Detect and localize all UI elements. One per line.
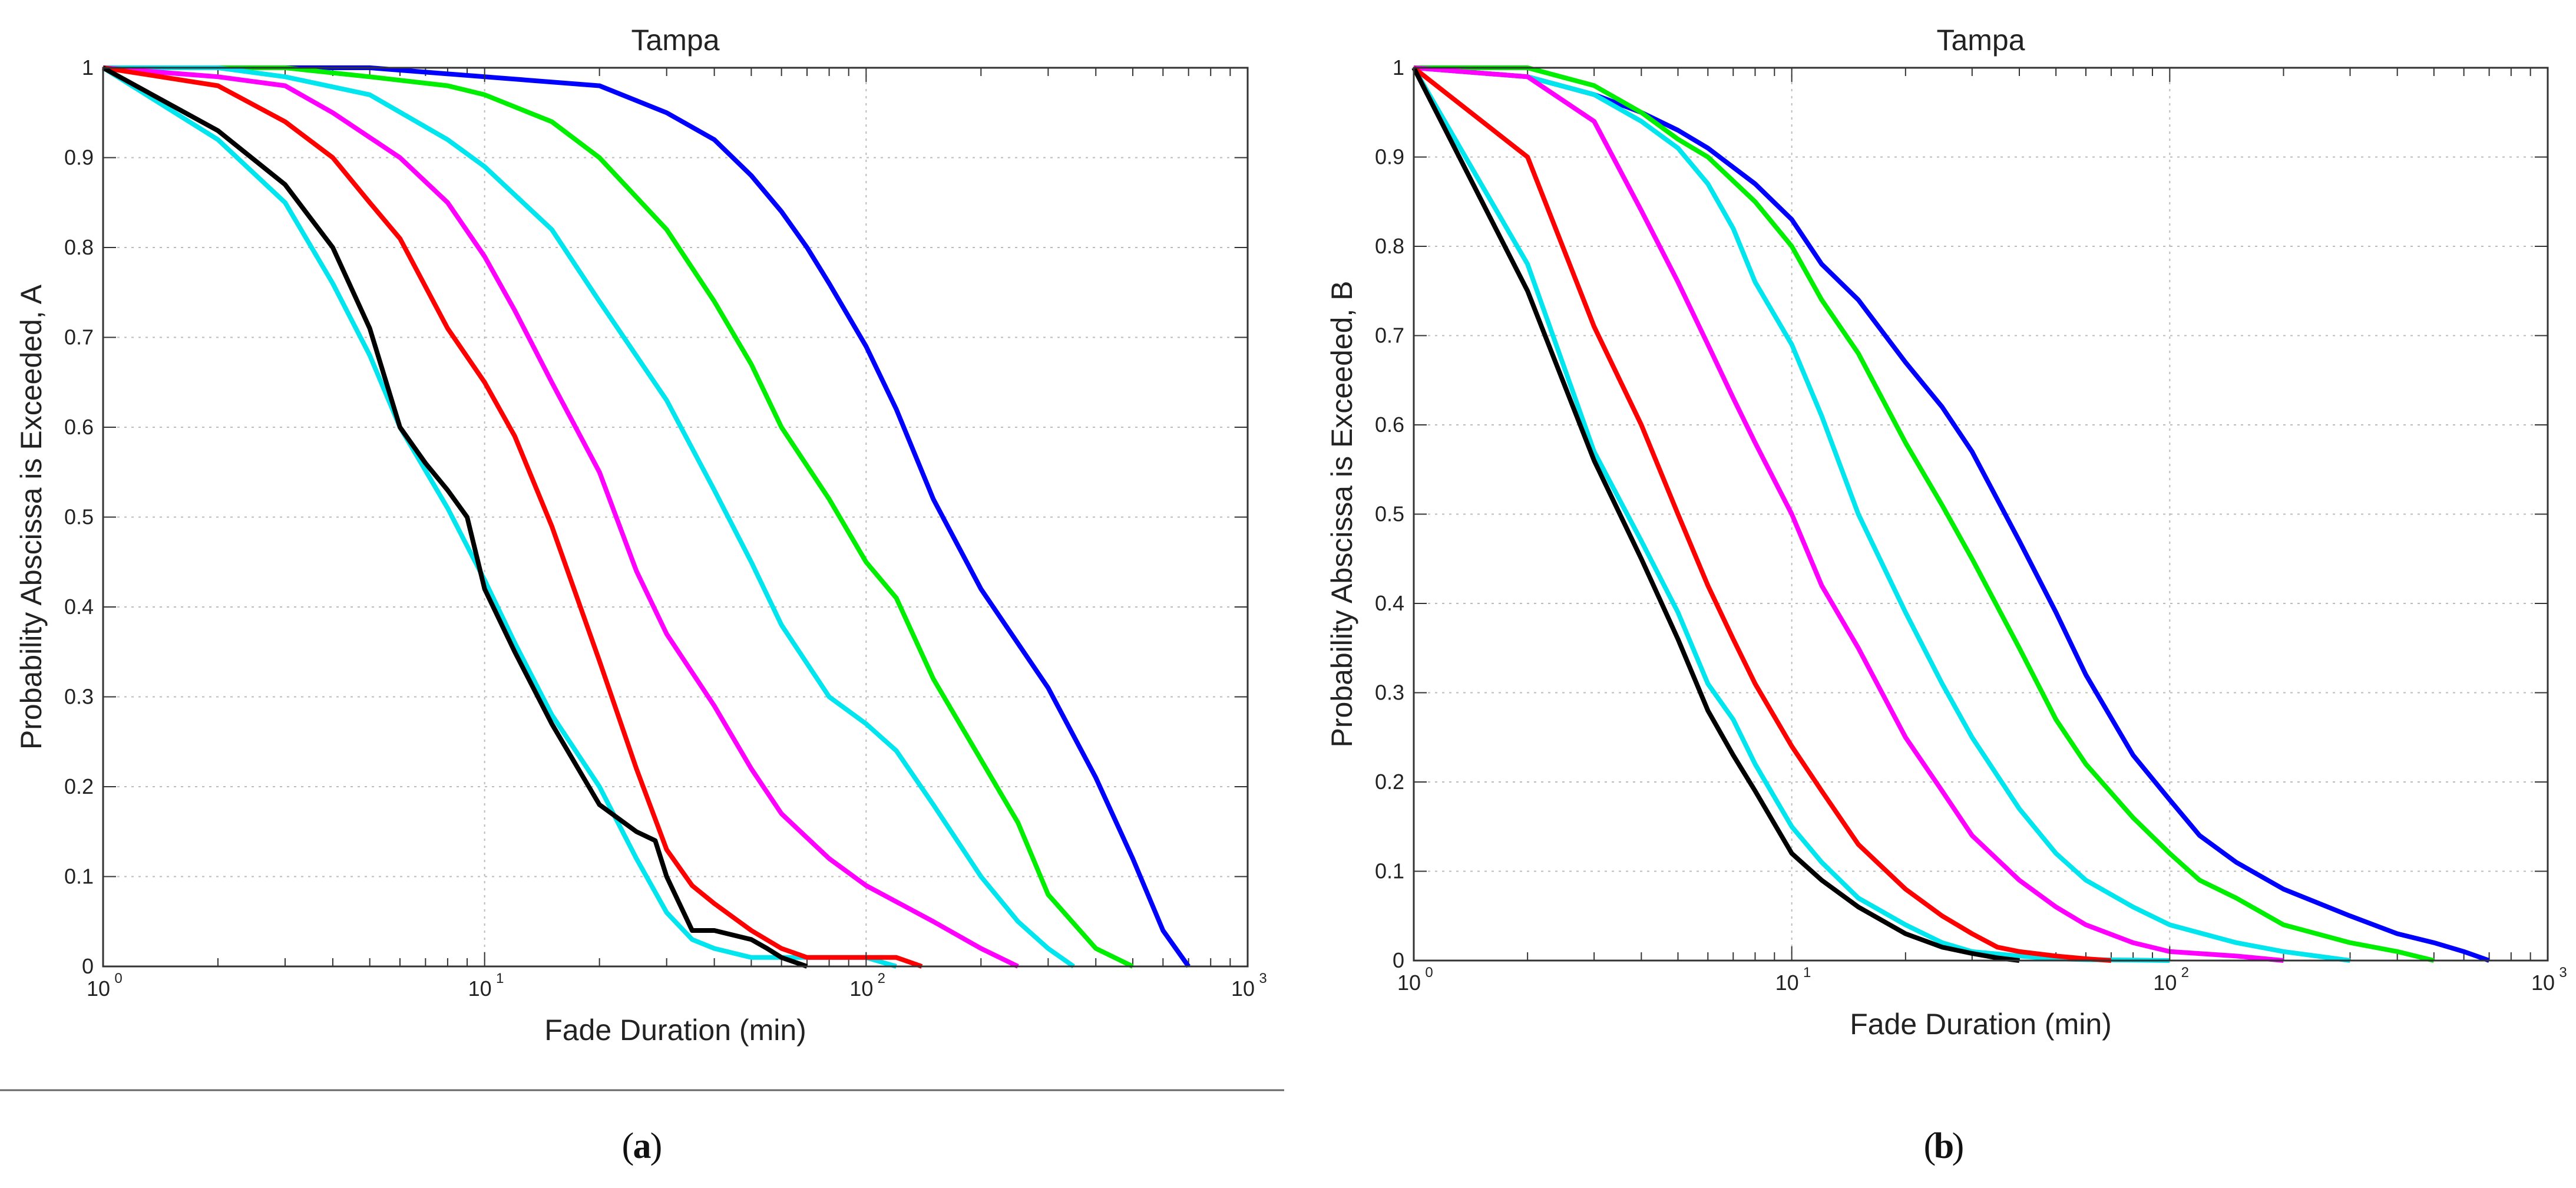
panel-a-y-tick-label: 0.8 (64, 235, 94, 259)
panel-b-y-tick-label: 1 (1393, 55, 1404, 80)
panel-a-x-tick-exponent: 1 (496, 971, 504, 986)
panel-b-series-1 (1413, 65, 2490, 963)
panel-a-series-7 (102, 65, 808, 969)
panel-b-y-tick-label: 0.6 (1375, 412, 1404, 437)
panel-a-x-tick-label: 10 (1231, 976, 1255, 1001)
panel-b-y-tick-label: 0.2 (1375, 770, 1404, 794)
panel-b-y-tick-label: 0.5 (1375, 502, 1404, 526)
panel-a-y-tick-label: 0 (82, 954, 94, 978)
panel-a-title: Tampa (631, 24, 719, 57)
panel-b-y-tick-label: 0.7 (1375, 324, 1404, 348)
panel-b-x-tick-exponent: 3 (2559, 965, 2567, 981)
panel-a-y-axis-label: Probability Abscissa is Exceeded, A (15, 284, 48, 750)
panel-a-x-tick-exponent: 0 (114, 971, 122, 986)
panel-b-x-tick-exponent: 2 (2181, 965, 2189, 981)
panel-a-x-tick-exponent: 2 (878, 971, 885, 986)
panel-a-y-tick-label: 1 (82, 55, 94, 80)
panel-b-y-axis-label: Probability Abscissa is Exceeded, B (1325, 280, 1358, 747)
panel-a-y-tick-label: 0.4 (64, 595, 94, 619)
panel-a-series-3 (103, 65, 1075, 969)
panel-b-y-tick-label: 0.1 (1375, 859, 1404, 883)
panel-b-x-tick-label: 10 (2153, 971, 2177, 995)
panel-b-series-5 (1411, 66, 2170, 963)
panel-a-y-tick-label: 0.3 (64, 685, 94, 709)
panel-b-caption-close: ) (1952, 1126, 1965, 1166)
panel-a-x-tick-label: 10 (849, 976, 873, 1001)
panel-b-series-3 (1413, 65, 2351, 963)
panel-a-y-tick-label: 0.6 (64, 415, 94, 439)
panel-a-series-1 (103, 65, 1191, 968)
panel-b-caption-open: ( (1924, 1126, 1936, 1166)
panel-a-x-tick-exponent: 3 (1259, 971, 1266, 986)
panel-a-y-tick-label: 0.7 (64, 325, 94, 349)
panel-a-x-tick-label: 10 (87, 976, 110, 1001)
panel-b-series-4 (1413, 65, 2284, 963)
panel-a-y-tick-label: 0.2 (64, 774, 94, 798)
panel-b-title: Tampa (1936, 24, 2025, 57)
panel-a-caption-open: ( (622, 1126, 634, 1166)
panel-b-y-tick-label: 0.9 (1375, 145, 1404, 169)
panel-b-y-tick-label: 0 (1393, 948, 1404, 972)
panel-a-series-5 (101, 65, 897, 969)
panel-b-series-2 (1414, 65, 2435, 963)
panel-b-x-axis-label: Fade Duration (min) (1850, 1008, 2112, 1041)
panel-a-caption-letter: a (633, 1126, 652, 1166)
panel-a-x-axis-label: Fade Duration (min) (544, 1014, 806, 1047)
panel-b-x-tick-exponent: 0 (1425, 965, 1433, 981)
panel-a-series-4 (102, 65, 1019, 969)
panel-b-y-tick-label: 0.4 (1375, 591, 1404, 615)
panel-a-y-tick-label: 0.1 (64, 864, 94, 889)
panel-a-series-2 (103, 65, 1134, 969)
panel-b-series-7 (1411, 67, 2020, 963)
panel-a-y-tick-label: 0.5 (64, 505, 94, 529)
panel-b-series-6 (1412, 65, 2112, 963)
panel-b-y-tick-label: 0.8 (1375, 234, 1404, 258)
panel-b-x-tick-label: 10 (1397, 971, 1421, 995)
panel-b-x-tick-exponent: 1 (1803, 965, 1811, 981)
panel-b-caption-letter: b (1934, 1126, 1954, 1166)
panel-a-x-tick-label: 10 (468, 976, 492, 1001)
panel-b-x-tick-label: 10 (1775, 971, 1799, 995)
panel-b-x-tick-label: 10 (2531, 971, 2555, 995)
panel-a-caption-close: ) (650, 1126, 663, 1166)
panel-a-y-tick-label: 0.9 (64, 146, 94, 170)
panel-a-series-6 (102, 65, 923, 969)
panel-b-y-tick-label: 0.3 (1375, 681, 1404, 705)
